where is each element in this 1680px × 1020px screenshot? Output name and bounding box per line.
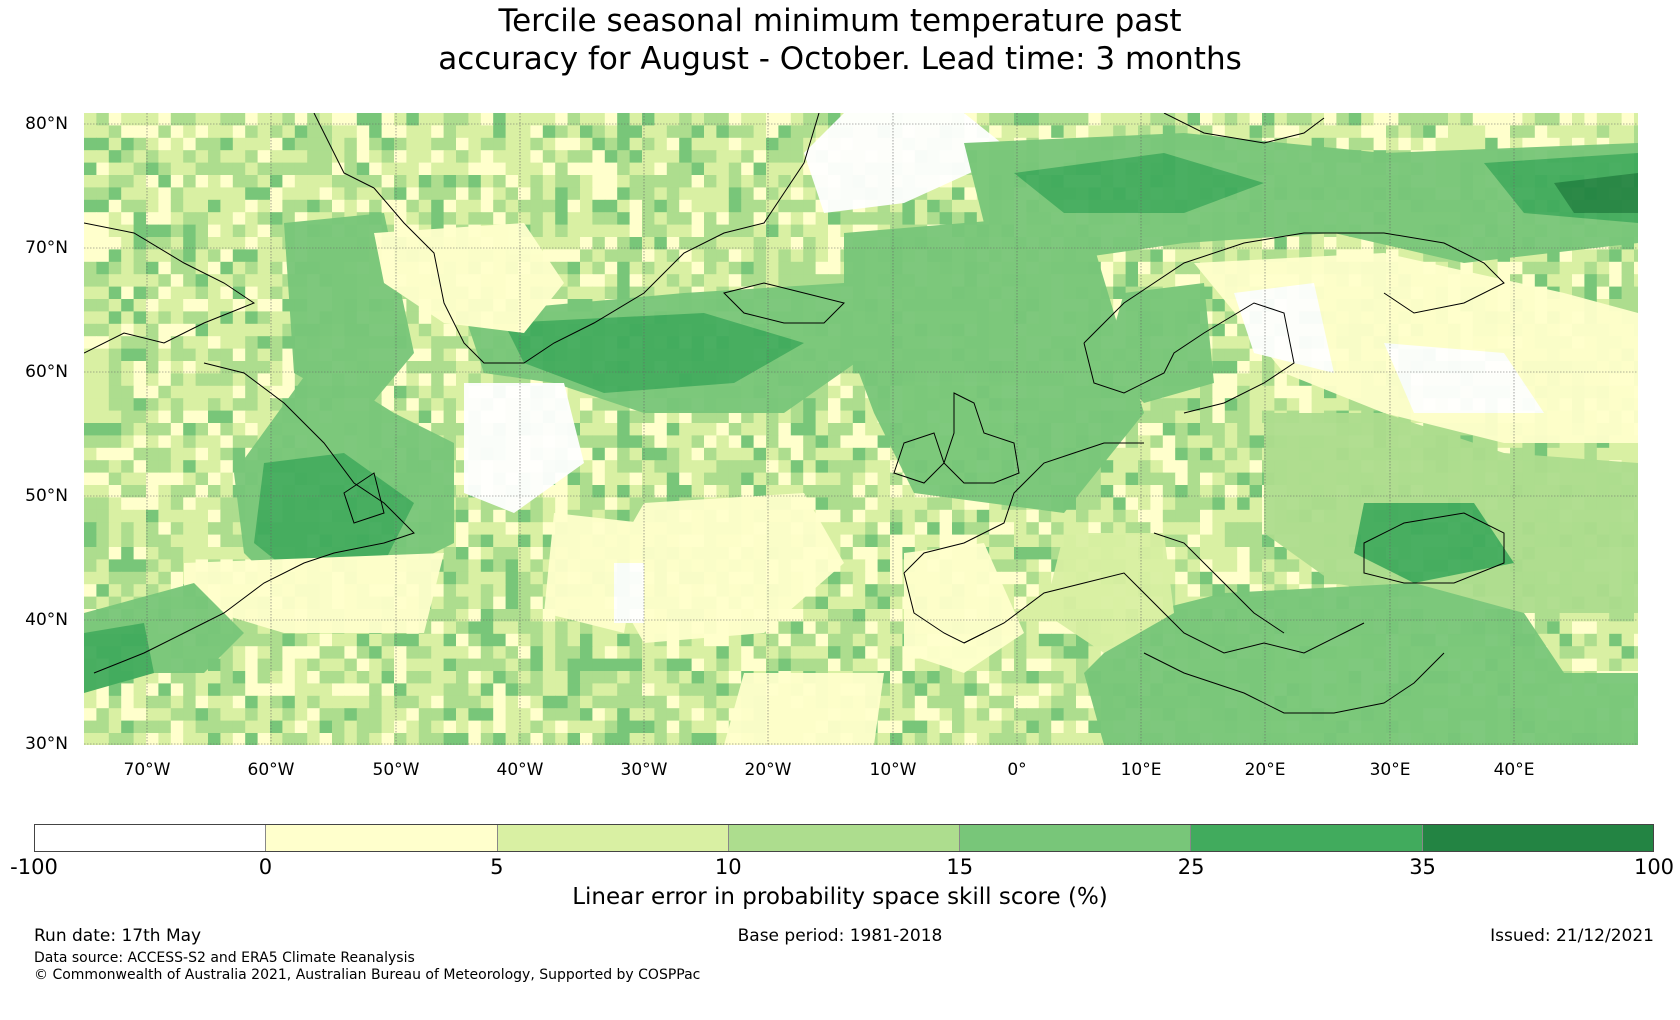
colorbar-segment [35, 825, 267, 851]
issued-date: Issued: 21/12/2021 [1490, 926, 1654, 946]
chart-title: Tercile seasonal minimum temperature pas… [0, 2, 1680, 78]
lon-label-40e: 40°E [1493, 760, 1535, 780]
lon-label-70w: 70°W [123, 760, 171, 780]
coastlines [84, 113, 1505, 714]
copyright: © Commonwealth of Australia 2021, Austra… [34, 967, 701, 983]
colorbar-tick-label: 35 [1409, 855, 1436, 879]
colorbar-tick-label: 15 [946, 855, 974, 879]
lon-label-40w: 40°W [496, 760, 544, 780]
lon-label-20e: 20°E [1244, 760, 1286, 780]
base-period: Base period: 1981-2018 [737, 926, 943, 946]
data-source: Data source: ACCESS-S2 and ERA5 Climate … [34, 950, 415, 966]
lon-label-10e: 10°E [1120, 760, 1162, 780]
colorbar-tick-label: 10 [714, 855, 742, 879]
lon-label-50w: 50°W [372, 760, 420, 780]
colorbar-title: Linear error in probability space skill … [572, 884, 1108, 910]
colorbar-tick-label: 0 [258, 855, 273, 879]
colorbar-segment [1422, 825, 1653, 851]
colorbar-segment [1191, 825, 1423, 851]
colorbar-segment [497, 825, 729, 851]
map-canvas [84, 113, 1638, 745]
colorbar-segment [266, 825, 498, 851]
graticule [84, 113, 1638, 745]
colorbar-segment [960, 825, 1192, 851]
colorbar-tick-label: 100 [1633, 855, 1675, 879]
lon-label-30w: 30°W [620, 760, 668, 780]
title-line-1: Tercile seasonal minimum temperature pas… [498, 3, 1182, 39]
lon-label-60w: 60°W [247, 760, 295, 780]
skill-score-map [84, 113, 1638, 745]
colorbar-tick-label: -100 [10, 855, 58, 879]
lat-label-80n: 80°N [25, 114, 68, 134]
lat-label-70n: 70°N [25, 238, 68, 258]
colorbar [34, 824, 1654, 852]
colorbar-tick-label: 25 [1177, 855, 1205, 879]
colorbar-tick-label: 5 [490, 855, 504, 879]
lat-label-30n: 30°N [25, 734, 68, 754]
lat-label-50n: 50°N [25, 486, 68, 506]
lon-label-10w: 10°W [869, 760, 917, 780]
lon-label-30e: 30°E [1369, 760, 1411, 780]
lon-label-0: 0° [1007, 760, 1027, 780]
title-line-2: accuracy for August - October. Lead time… [438, 41, 1242, 77]
run-date: Run date: 17th May [34, 926, 202, 946]
colorbar-segment [728, 825, 961, 851]
lat-label-40n: 40°N [25, 610, 68, 630]
lon-label-20w: 20°W [744, 760, 792, 780]
lat-label-60n: 60°N [25, 362, 68, 382]
